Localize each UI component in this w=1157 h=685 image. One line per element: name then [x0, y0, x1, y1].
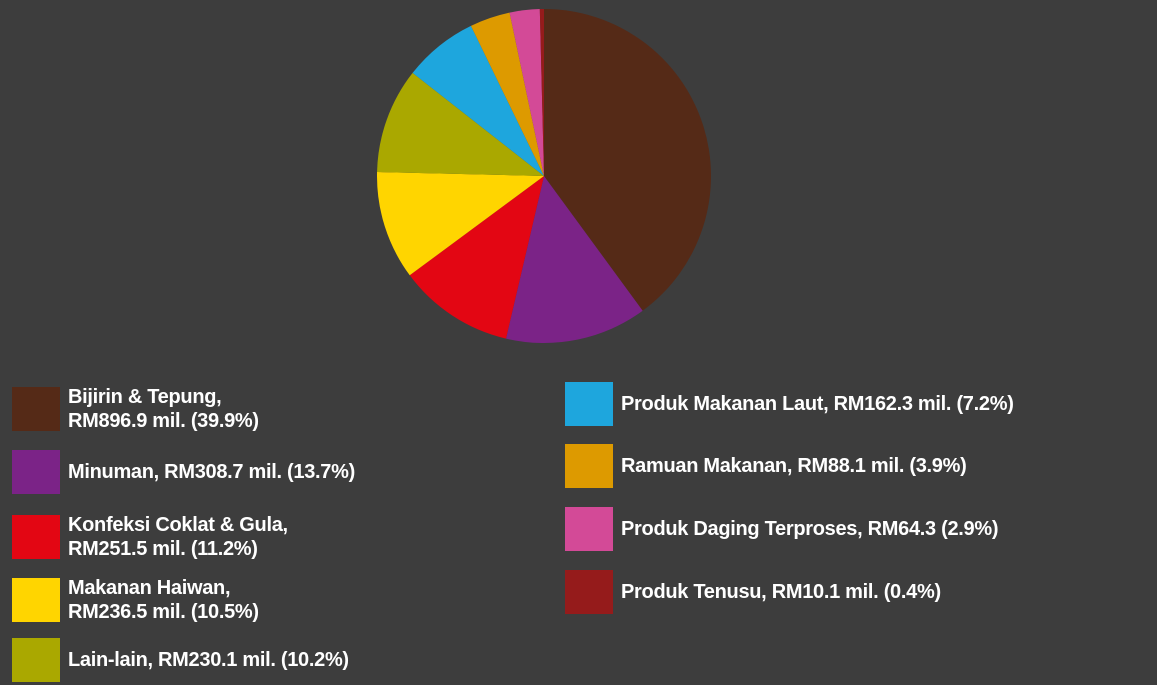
legend-label: Konfeksi Coklat & Gula, RM251.5 mil. (11…: [68, 514, 288, 560]
pie-slice: [409, 176, 544, 339]
pie-chart: [377, 9, 712, 343]
legend-item: Bijirin & Tepung, RM896.9 mil. (39.9%): [12, 385, 259, 433]
pie-slice: [377, 72, 544, 176]
legend-label: Lain-lain, RM230.1 mil. (10.2%): [68, 649, 349, 671]
legend-item: Ramuan Makanan, RM88.1 mil. (3.9%): [565, 444, 967, 488]
legend-item: Produk Tenusu, RM10.1 mil. (0.4%): [565, 570, 941, 614]
legend-swatch: [565, 382, 613, 426]
legend-label: Minuman, RM308.7 mil. (13.7%): [68, 461, 355, 483]
pie-slice: [509, 9, 544, 177]
pie-slice: [412, 25, 544, 176]
legend-label: Produk Makanan Laut, RM162.3 mil. (7.2%): [621, 393, 1014, 415]
pie-slice: [470, 12, 544, 177]
legend-swatch: [12, 578, 60, 622]
legend-item: Makanan Haiwan, RM236.5 mil. (10.5%): [12, 576, 259, 624]
legend-swatch: [12, 387, 60, 431]
legend-item: Produk Makanan Laut, RM162.3 mil. (7.2%): [565, 382, 1014, 426]
legend-label: Makanan Haiwan, RM236.5 mil. (10.5%): [68, 577, 259, 623]
legend-swatch: [12, 638, 60, 682]
legend-swatch: [565, 507, 613, 551]
legend-item: Minuman, RM308.7 mil. (13.7%): [12, 450, 355, 494]
legend-item: Konfeksi Coklat & Gula, RM251.5 mil. (11…: [12, 513, 288, 561]
legend-label: Produk Daging Terproses, RM64.3 (2.9%): [621, 518, 999, 540]
legend-swatch: [12, 450, 60, 494]
legend-item: Produk Daging Terproses, RM64.3 (2.9%): [565, 507, 999, 551]
legend-swatch: [12, 515, 60, 559]
legend-item: Lain-lain, RM230.1 mil. (10.2%): [12, 638, 349, 682]
pie-slice: [539, 9, 544, 176]
legend-swatch: [565, 570, 613, 614]
legend-label: Bijirin & Tepung, RM896.9 mil. (39.9%): [68, 386, 259, 432]
legend-label: Ramuan Makanan, RM88.1 mil. (3.9%): [621, 455, 967, 477]
pie-slice: [544, 9, 712, 311]
legend-swatch: [565, 444, 613, 488]
pie-slice: [377, 172, 544, 276]
legend-label: Produk Tenusu, RM10.1 mil. (0.4%): [621, 581, 941, 603]
pie-slice: [505, 176, 643, 343]
